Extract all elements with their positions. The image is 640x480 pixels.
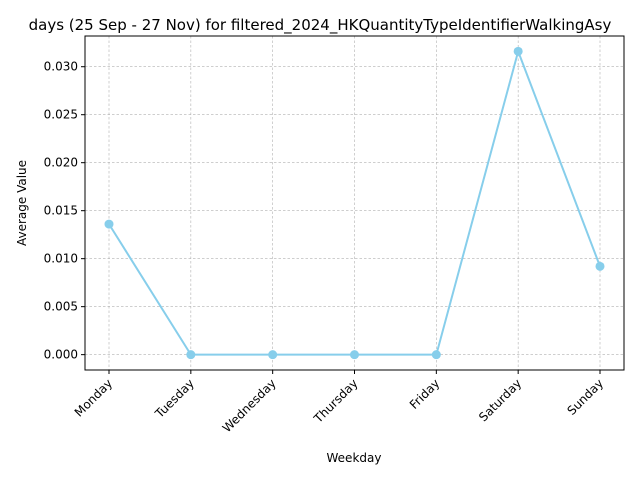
data-point (104, 219, 114, 229)
chart-title: days (25 Sep - 27 Nov) for filtered_2024… (29, 16, 612, 35)
data-point (513, 46, 523, 56)
data-point (595, 261, 605, 271)
series-layer (104, 46, 605, 360)
data-point (350, 350, 359, 360)
y-tick-label: 0.000 (44, 348, 78, 362)
y-axis-label: Average Value (15, 160, 29, 246)
y-tick-label: 0.020 (44, 156, 78, 170)
plot-frame (84, 35, 625, 371)
y-tick-label: 0.010 (44, 252, 78, 266)
data-point (431, 350, 441, 360)
x-axis-label: Weekday (327, 451, 382, 465)
y-tick-label: 0.015 (44, 204, 78, 218)
grid (85, 36, 624, 370)
data-point (186, 350, 196, 360)
y-tick-label: 0.030 (44, 60, 78, 74)
y-tick-label: 0.005 (44, 300, 78, 314)
data-point (268, 350, 278, 360)
y-tick-label: 0.025 (44, 108, 78, 122)
